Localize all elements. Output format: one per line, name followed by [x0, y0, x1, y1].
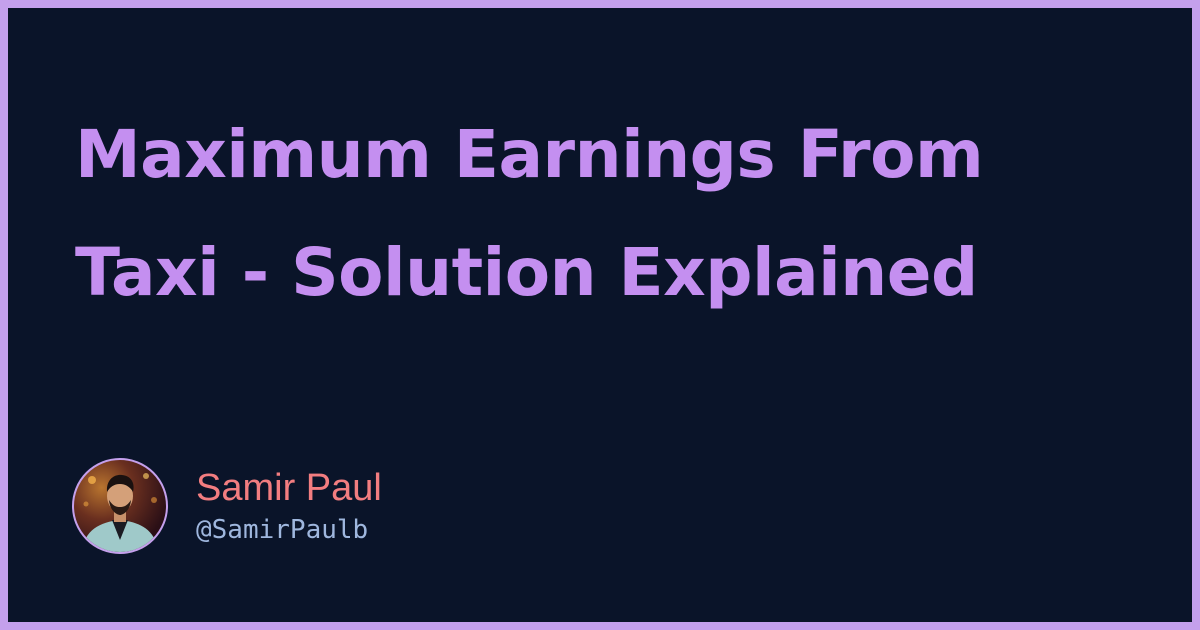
author-handle: @SamirPaulb [196, 515, 369, 545]
author-photo-icon [82, 473, 158, 552]
avatar [72, 458, 168, 554]
title-line-2: Taxi - Solution Explained [75, 234, 978, 311]
title-line-1: Maximum Earnings From [75, 116, 984, 193]
social-card: Maximum Earnings From Taxi - Solution Ex… [8, 8, 1192, 622]
author-block: Samir Paul @SamirPaulb [72, 458, 382, 554]
author-name: Samir Paul [196, 467, 382, 509]
author-text: Samir Paul @SamirPaulb [196, 466, 382, 546]
page-title: Maximum Earnings From Taxi - Solution Ex… [75, 96, 1155, 332]
